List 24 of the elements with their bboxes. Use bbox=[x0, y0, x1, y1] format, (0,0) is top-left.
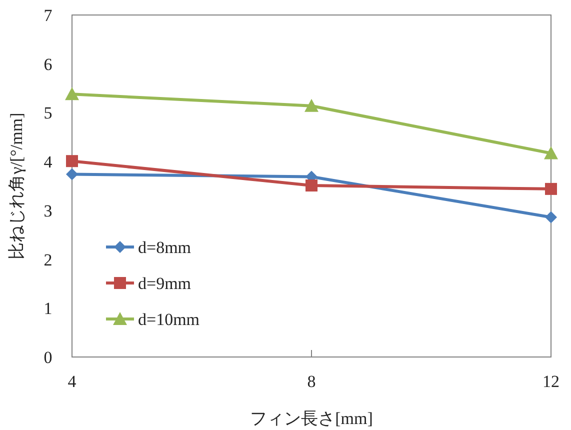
y-tick-label: 3 bbox=[44, 201, 52, 220]
point bbox=[545, 182, 557, 195]
y-tick-label: 0 bbox=[44, 348, 52, 367]
y-axis-title: 比ねじれ角γ/[°/mm] bbox=[7, 112, 26, 260]
x-tick-label: 4 bbox=[68, 372, 77, 391]
x-tick-label: 12 bbox=[542, 372, 560, 391]
point bbox=[304, 98, 318, 112]
point bbox=[544, 146, 558, 160]
y-tick-label: 1 bbox=[44, 299, 52, 318]
y-tick-label: 4 bbox=[44, 152, 53, 172]
point bbox=[545, 211, 557, 224]
y-tick-label: 6 bbox=[44, 54, 52, 74]
point bbox=[66, 155, 78, 168]
x-axis-title: フィン長さ[mm] bbox=[250, 409, 373, 428]
legend-label: d=10mm bbox=[138, 310, 200, 329]
point bbox=[65, 87, 79, 100]
y-tick-label: 7 bbox=[44, 6, 53, 25]
y-tick-label: 5 bbox=[44, 104, 52, 123]
legend-label: d=8mm bbox=[138, 238, 192, 257]
x-tick-label: 8 bbox=[307, 372, 316, 391]
legend-label: d=9mm bbox=[138, 274, 192, 293]
y-tick-label: 2 bbox=[44, 250, 52, 270]
point bbox=[66, 168, 78, 180]
point bbox=[306, 180, 318, 192]
